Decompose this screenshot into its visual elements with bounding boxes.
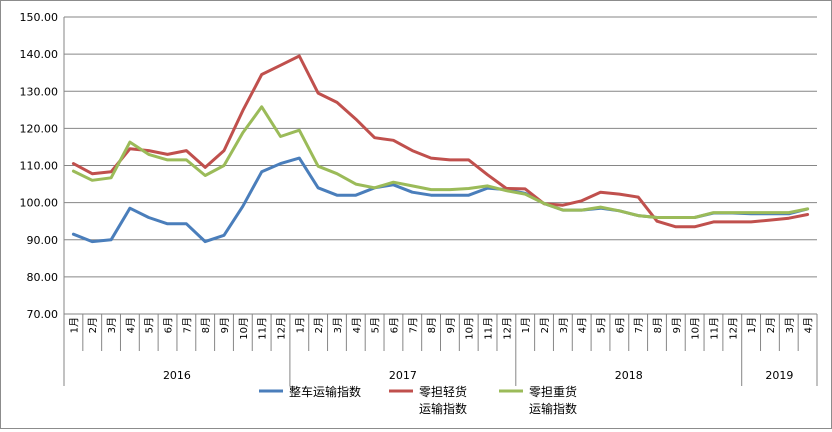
legend-item: 整车运输指数	[259, 384, 361, 399]
x-tick-label: 12月	[275, 317, 287, 340]
x-tick-label: 10月	[690, 317, 702, 340]
x-tick-label: 6月	[163, 317, 175, 333]
legend-label: 整车运输指数	[289, 384, 361, 399]
y-tick-label: 110.00	[20, 160, 59, 173]
x-tick-label: 6月	[388, 317, 400, 333]
series-line-2	[71, 54, 810, 229]
x-tick-label: 11月	[257, 317, 269, 340]
y-tick-label: 130.00	[20, 85, 59, 98]
x-tick-label: 12月	[501, 317, 513, 340]
x-tick-label: 9月	[219, 317, 231, 333]
x-tick-label: 7月	[181, 317, 193, 333]
year-group-labels: 2016 2017 2018 2019	[163, 369, 793, 382]
x-tick-label: 3月	[106, 317, 118, 333]
x-tick-label: 4月	[125, 317, 137, 333]
series-line-1	[71, 156, 810, 244]
x-tick-label: 1月	[746, 317, 758, 333]
x-tick-label: 7月	[633, 317, 645, 333]
year-label: 2019	[765, 369, 793, 382]
x-tick-label: 2月	[87, 317, 99, 333]
x-tick-label: 12月	[727, 317, 739, 340]
legend-label: 运输指数	[419, 401, 467, 416]
legend-label: 零担轻货	[419, 384, 467, 399]
y-tick-label: 80.00	[27, 271, 59, 284]
x-tick-label: 4月	[577, 317, 589, 333]
x-tick-label: 8月	[652, 317, 664, 333]
y-axis-tick-labels: 70.00 80.00 90.00 100.00 110.00 120.00 130.00 1…	[20, 11, 59, 321]
x-tick-label: 2月	[539, 317, 551, 333]
year-label: 2016	[163, 369, 191, 382]
x-tick-label: 2月	[313, 317, 325, 333]
y-tick-label: 120.00	[20, 122, 59, 135]
x-tick-label: 3月	[558, 317, 570, 333]
x-tick-label: 8月	[426, 317, 438, 333]
series-line-3	[71, 105, 810, 219]
x-tick-label: 3月	[784, 317, 796, 333]
x-tick-label: 2月	[765, 317, 777, 333]
year-label: 2017	[389, 369, 417, 382]
x-tick-label: 4月	[803, 317, 815, 333]
y-tick-label: 100.00	[20, 197, 59, 210]
x-tick-label: 10月	[238, 317, 250, 340]
x-axis-tick-labels: 1月 2月 3月 4月 5月 6月 7月 8月 9月 10月 11月 12月 1月 2月 3月 4月 5月 6月 7…	[68, 317, 814, 340]
x-tick-label: 11月	[483, 317, 495, 340]
y-tick-label: 140.00	[20, 48, 59, 61]
x-tick-label: 8月	[200, 317, 212, 333]
x-tick-label: 9月	[445, 317, 457, 333]
y-tick-label: 90.00	[27, 234, 59, 247]
series-lines	[71, 54, 810, 244]
legend-label: 零担重货	[529, 384, 577, 399]
y-tick-label: 150.00	[20, 11, 59, 24]
x-tick-label: 10月	[464, 317, 476, 340]
x-tick-label: 5月	[370, 317, 382, 333]
x-tick-label: 11月	[708, 317, 720, 340]
gridlines	[64, 16, 817, 315]
x-tick-label: 7月	[407, 317, 419, 333]
y-tick-label: 70.00	[27, 308, 59, 321]
x-tick-label: 3月	[332, 317, 344, 333]
x-tick-label: 5月	[144, 317, 156, 333]
axes	[63, 17, 818, 386]
x-tick-label: 1月	[68, 317, 80, 333]
x-tick-label: 1月	[520, 317, 532, 333]
legend-label: 运输指数	[529, 401, 577, 416]
x-tick-label: 9月	[671, 317, 683, 333]
x-tick-label: 1月	[294, 317, 306, 333]
x-tick-label: 4月	[351, 317, 363, 333]
x-tick-label: 6月	[614, 317, 626, 333]
year-label: 2018	[615, 369, 643, 382]
x-tick-label: 5月	[596, 317, 608, 333]
